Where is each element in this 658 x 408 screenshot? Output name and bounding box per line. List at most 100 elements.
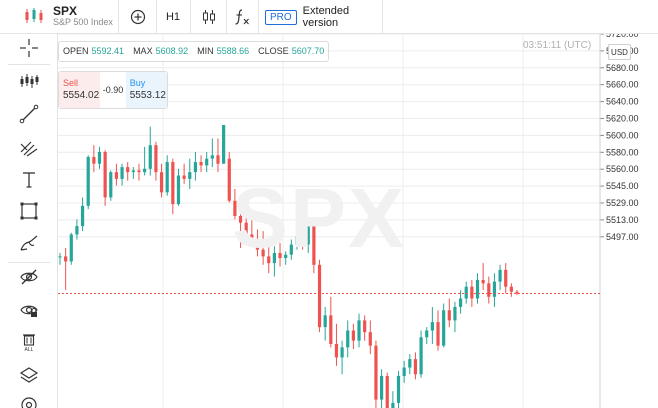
sell-button[interactable]: Sell 5554.02 (59, 72, 101, 108)
toolbar-divider (156, 0, 157, 34)
candle-body (487, 283, 491, 297)
trend-line-tool-button[interactable] (18, 103, 40, 125)
fib-tool-button[interactable] (18, 137, 40, 159)
pro-badge: PRO (265, 9, 297, 25)
candle-body (159, 172, 164, 193)
candle-body (442, 310, 446, 346)
candle-body (131, 170, 135, 173)
indicators-tool-button[interactable] (18, 70, 40, 92)
candle-body (86, 156, 90, 206)
y-axis-label: 5660.00 (606, 80, 639, 90)
candles-logo-icon (25, 8, 43, 23)
zoom-button[interactable] (18, 394, 40, 408)
candle-body (515, 291, 519, 294)
lock-drawings-button[interactable] (18, 299, 40, 321)
buy-button[interactable]: Buy 5553.12 (125, 72, 167, 108)
candle-body (458, 298, 463, 307)
layers-icon (19, 367, 39, 383)
candle-body (413, 359, 418, 375)
max-label: MAX (133, 46, 153, 56)
min-label: MIN (197, 46, 214, 56)
candle-body (199, 162, 203, 166)
y-axis-label: 5529.00 (606, 198, 639, 208)
close-value: 5607.70 (291, 46, 325, 56)
candle-body (351, 330, 355, 341)
candle-body (306, 226, 310, 245)
y-axis-label: 5513.00 (606, 215, 639, 225)
crosshair-icon (20, 39, 38, 57)
compare-symbol-button[interactable] (124, 0, 152, 34)
candle-body (368, 332, 372, 346)
timeframe-button[interactable]: H1 (165, 11, 181, 23)
candle-body (267, 256, 271, 264)
candle-body (222, 124, 226, 164)
candle-body (103, 151, 107, 198)
open-value: 5592.41 (91, 46, 125, 56)
candle-body (312, 226, 316, 265)
chart-type-button[interactable] (196, 0, 222, 34)
layers-button[interactable] (18, 364, 40, 386)
text-tool-icon (23, 172, 35, 188)
candle-body (193, 162, 198, 173)
candle-body (154, 145, 158, 173)
candle-body (64, 256, 68, 262)
candle-body (261, 249, 265, 257)
brush-tool-icon (20, 235, 38, 251)
candle-body (233, 200, 237, 216)
brush-tool-button[interactable] (18, 232, 40, 254)
candle-body (504, 269, 508, 287)
candle-body (464, 286, 468, 299)
open-label: OPEN (63, 46, 89, 56)
y-axis-label: 5620.00 (606, 114, 639, 124)
candle-body (509, 286, 513, 292)
toolbar-divider (258, 0, 259, 34)
candle-body (317, 264, 322, 328)
toolbar-divider (382, 0, 383, 34)
sidebar-divider (8, 64, 50, 65)
max-value: 5608.92 (155, 46, 189, 56)
lock-drawings-icon (20, 305, 38, 317)
add-circle-icon (130, 9, 146, 25)
candle-body (357, 320, 361, 341)
candle-body (216, 155, 220, 164)
candle-body (453, 306, 457, 321)
delete-all-icon: ALL (23, 334, 35, 352)
currency-button[interactable]: USD (608, 44, 631, 60)
candle-body (143, 168, 147, 173)
sell-label: Sell (63, 78, 79, 88)
y-axis-label: 5600.00 (606, 130, 639, 140)
rectangle-tool-icon (20, 202, 38, 220)
text-tool-button[interactable] (18, 169, 40, 191)
candle-body (109, 172, 113, 198)
candle-body (323, 315, 327, 328)
candle-body (396, 375, 401, 403)
symbol-description: S&P 500 Index (53, 17, 113, 27)
top-toolbar: SPX S&P 500 Index H1 PRO Extended versio… (0, 0, 658, 34)
candle-body (284, 254, 288, 259)
delete-all-drawings-button[interactable]: ALL (18, 331, 40, 353)
candle-body (447, 310, 451, 321)
candle-body (114, 172, 119, 179)
hide-drawings-button[interactable] (18, 266, 40, 288)
candle-body (255, 241, 260, 250)
candle-body (227, 158, 231, 201)
candle-body (475, 279, 480, 299)
y-axis-label: 5720.00 (606, 29, 639, 39)
symbol-ticker[interactable]: SPX (53, 4, 78, 18)
y-axis-label: 5640.00 (606, 97, 639, 107)
sell-price: 5554.02 (63, 90, 100, 101)
rectangle-tool-button[interactable] (18, 200, 40, 222)
candle-body (92, 156, 96, 164)
candle-body (492, 281, 497, 297)
indicators-button[interactable] (230, 0, 254, 34)
candle-body (498, 269, 502, 282)
zoom-icon (21, 397, 37, 408)
crosshair-tool-button[interactable] (18, 37, 40, 59)
indicators-icon (20, 74, 39, 88)
candle-body (329, 315, 333, 344)
candle-body (385, 375, 389, 408)
toolbar-divider (226, 0, 227, 34)
candle-body (391, 402, 395, 408)
extended-version-button[interactable]: PRO Extended version (265, 0, 379, 34)
candle-body (425, 330, 429, 338)
